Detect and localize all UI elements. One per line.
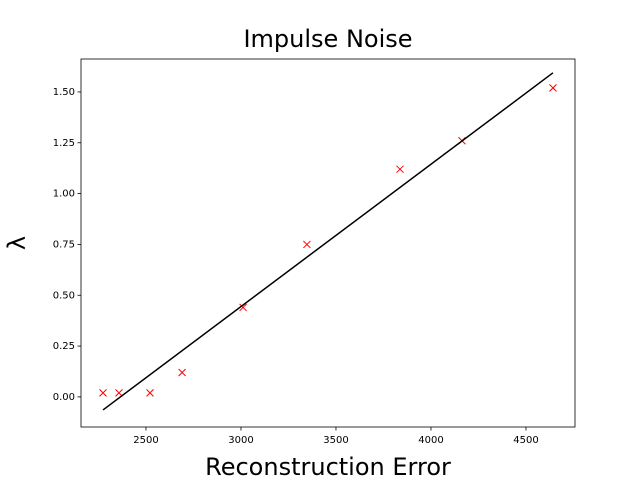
point — [99, 388, 107, 397]
point — [396, 165, 404, 174]
y-tick-label: 1.25 — [53, 138, 75, 149]
y-tick-label: 1.50 — [53, 87, 75, 98]
y-tick-label: 1.00 — [53, 189, 75, 200]
x-tick-label: 3000 — [228, 435, 253, 446]
plot-frame — [80, 58, 576, 428]
y-tick-label: 0.00 — [53, 392, 75, 403]
x-axis-label: Reconstruction Error — [205, 453, 451, 480]
x-tick-label: 4500 — [513, 435, 538, 446]
point — [549, 84, 557, 92]
point — [146, 388, 154, 397]
fit-line — [102, 72, 554, 411]
point — [115, 388, 123, 397]
y-tick-label: 0.25 — [53, 341, 75, 352]
y-tick-label: 0.75 — [53, 239, 75, 250]
x-tick-label: 3500 — [323, 435, 348, 446]
y-axis-label: λ — [3, 236, 31, 250]
point — [239, 303, 247, 312]
y-tick-label: 0.50 — [53, 290, 75, 301]
x-tick-label: 2500 — [133, 435, 158, 446]
chart-title: Impulse Noise — [243, 25, 412, 53]
point — [303, 240, 311, 249]
point — [178, 368, 186, 377]
x-tick-label: 4000 — [418, 435, 443, 446]
